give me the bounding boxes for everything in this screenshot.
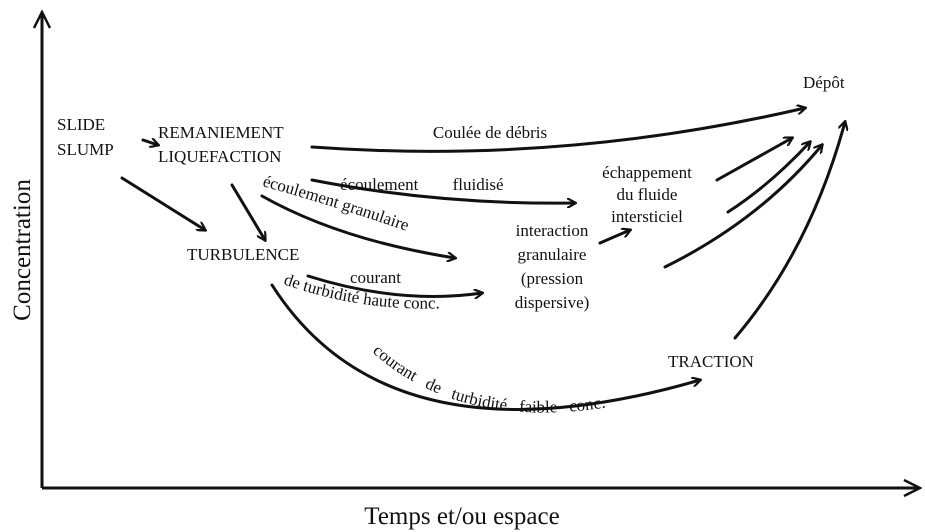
arrow (306, 274, 482, 297)
node-label: SLUMP (57, 140, 114, 159)
arrow (726, 142, 810, 214)
flow-label: Coulée de débris (433, 123, 547, 142)
node-label: TURBULENCE (187, 245, 299, 264)
flow-label-path: courant de turbidité faible conc. (369, 341, 606, 417)
node-label: SLIDE (57, 115, 105, 134)
flow-label: écoulement fluidisé (340, 175, 504, 194)
node-label: du fluide (617, 185, 678, 204)
node-label: Dépôt (803, 73, 845, 92)
arrow (733, 122, 845, 340)
y-axis-label: Concentration (9, 179, 36, 321)
nodes: SLIDE SLUMP REMANIEMENT LIQUEFACTION TURBULE… (57, 73, 845, 371)
arrow (141, 140, 158, 145)
flow-label: courant (350, 268, 401, 287)
node-label: granulaire (518, 245, 587, 264)
node-label: REMANIEMENT (158, 123, 284, 142)
node-label: interaction (516, 221, 589, 240)
arrow (310, 108, 805, 153)
x-axis-label: Temps et/ou espace (364, 503, 559, 530)
arrows (120, 108, 845, 411)
arrow (598, 230, 630, 245)
arrow (120, 176, 205, 230)
arrow (715, 138, 792, 182)
node-label: échappement (602, 163, 692, 182)
node-label: (pression (521, 269, 584, 288)
node-label: LIQUEFACTION (158, 147, 281, 166)
node-label: intersticiel (611, 207, 683, 226)
axes: Concentration Temps et/ou espace (9, 12, 920, 530)
arrow (230, 183, 265, 240)
arrow (270, 283, 700, 411)
arrow (663, 145, 822, 269)
arrow (310, 178, 575, 203)
arrow (260, 194, 455, 258)
node-label: TRACTION (668, 352, 754, 371)
node-label: dispersive) (515, 293, 590, 312)
flow-label: courant de turbidité faible conc. (369, 341, 606, 417)
